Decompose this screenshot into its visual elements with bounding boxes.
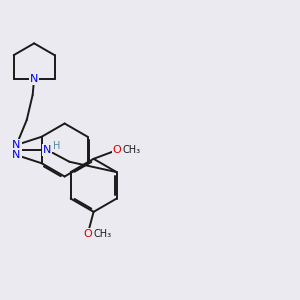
Text: H: H	[52, 142, 60, 152]
Text: O: O	[83, 229, 92, 239]
Text: N: N	[12, 150, 21, 160]
Text: CH₃: CH₃	[123, 145, 141, 155]
Text: N: N	[30, 74, 38, 84]
Text: N: N	[43, 145, 52, 155]
Text: O: O	[113, 145, 122, 155]
Text: N: N	[12, 140, 21, 150]
Text: CH₃: CH₃	[93, 229, 112, 239]
